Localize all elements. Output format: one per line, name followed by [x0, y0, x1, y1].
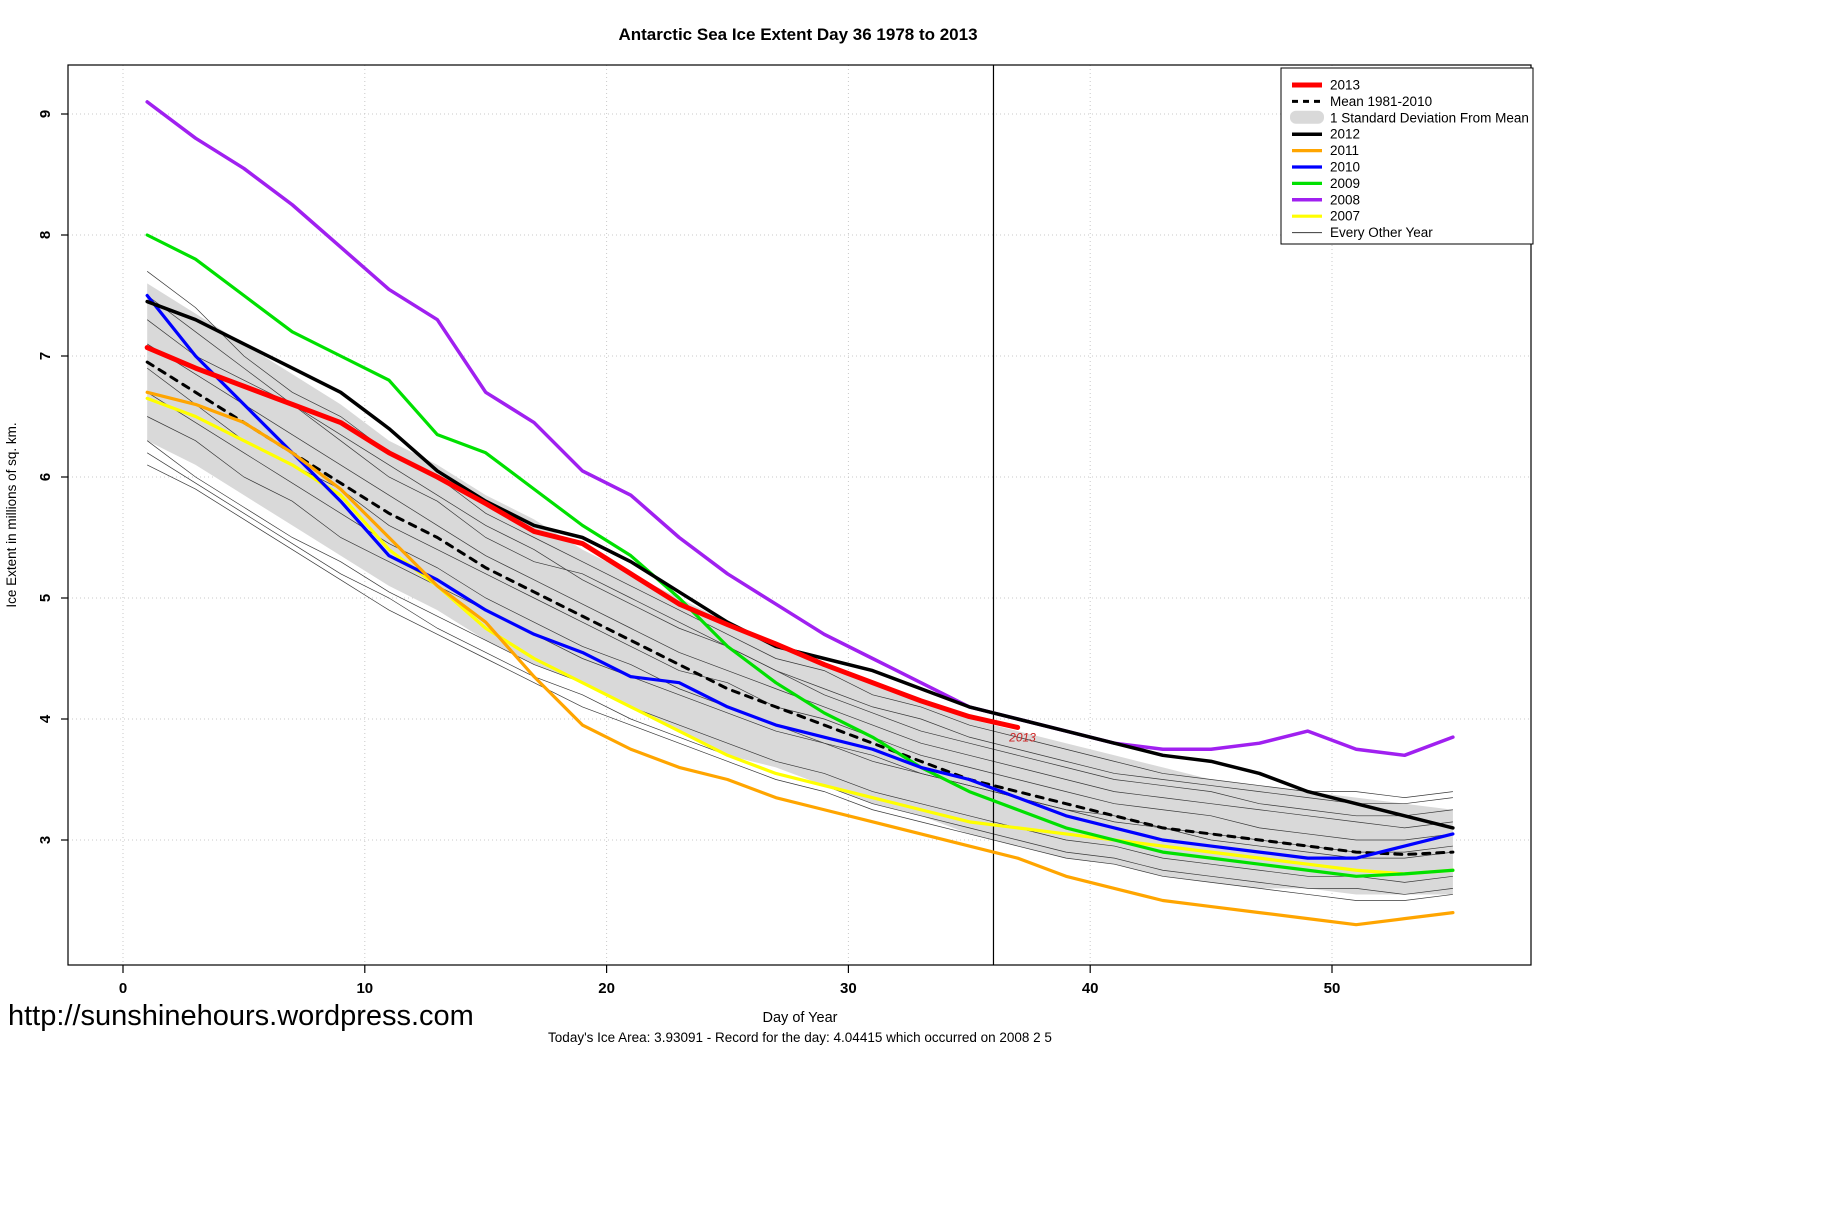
background-year-line	[147, 464, 1453, 901]
legend-swatch-band	[1290, 110, 1324, 124]
ice-area-status-text: Today's Ice Area: 3.93091 - Record for t…	[548, 1030, 1052, 1045]
x-tick-label: 50	[1324, 980, 1341, 997]
chart-canvas: 0 10 20 30 40 50 3 4 5 6 7 8 9 Ice Extent in millions…	[4, 64, 1534, 997]
legend-item-label: 1 Standard Deviation From Mean	[1330, 110, 1529, 125]
legend-item-label: 2007	[1330, 209, 1360, 224]
series-line-2008	[145, 100, 1455, 758]
x-axis-title: Day of Year	[762, 1010, 838, 1026]
series-line-2011	[145, 390, 1455, 927]
legend-item-label: 2010	[1330, 160, 1360, 175]
std-deviation-band	[147, 283, 1453, 895]
series-line-2007	[145, 396, 1455, 876]
legend-item-label: Mean 1981-2010	[1330, 94, 1432, 109]
y-tick-label: 6	[37, 473, 54, 481]
source-url-text: http://sunshinehours.wordpress.com	[8, 1000, 474, 1032]
legend-box	[1280, 67, 1534, 245]
legend-item-label: 2012	[1330, 127, 1360, 142]
y-tick-label: 4	[37, 714, 54, 723]
x-tick-label: 0	[119, 980, 127, 997]
y-tick-label: 8	[37, 231, 54, 239]
y-tick-label: 9	[37, 110, 54, 118]
annotation-2013-label: 2013	[1008, 730, 1036, 744]
background-year-line	[146, 440, 1453, 883]
legend-item-label: 2013	[1330, 78, 1360, 93]
x-tick-label: 30	[840, 980, 857, 997]
series-line-2010	[145, 293, 1455, 860]
legend-item-label: Every Other Year	[1330, 225, 1433, 240]
background-year-line	[146, 295, 1453, 805]
chart-title: Antarctic Sea Ice Extent Day 36 1978 to …	[618, 25, 978, 44]
y-tick-label: 7	[37, 352, 54, 360]
series-line-mean-1981-2010	[145, 360, 1455, 857]
background-year-line	[146, 271, 1453, 799]
y-tick-label: 5	[37, 594, 54, 602]
plot-border	[67, 64, 1532, 966]
background-year-line	[146, 319, 1453, 817]
x-tick-label: 20	[598, 980, 615, 997]
y-tick-label: 3	[37, 836, 54, 844]
legend-item-label: 2008	[1330, 192, 1360, 207]
series-line-2009	[145, 233, 1455, 878]
series-line-2013	[144, 345, 1021, 730]
legend-item-label: 2009	[1330, 176, 1360, 191]
x-tick-label: 10	[356, 980, 373, 997]
y-axis-title: Ice Extent in millions of sq. km.	[4, 422, 19, 607]
background-year-line	[146, 367, 1453, 841]
legend-item-label: 2011	[1330, 143, 1359, 158]
x-tick-label: 40	[1082, 980, 1099, 997]
background-year-line	[147, 416, 1453, 859]
